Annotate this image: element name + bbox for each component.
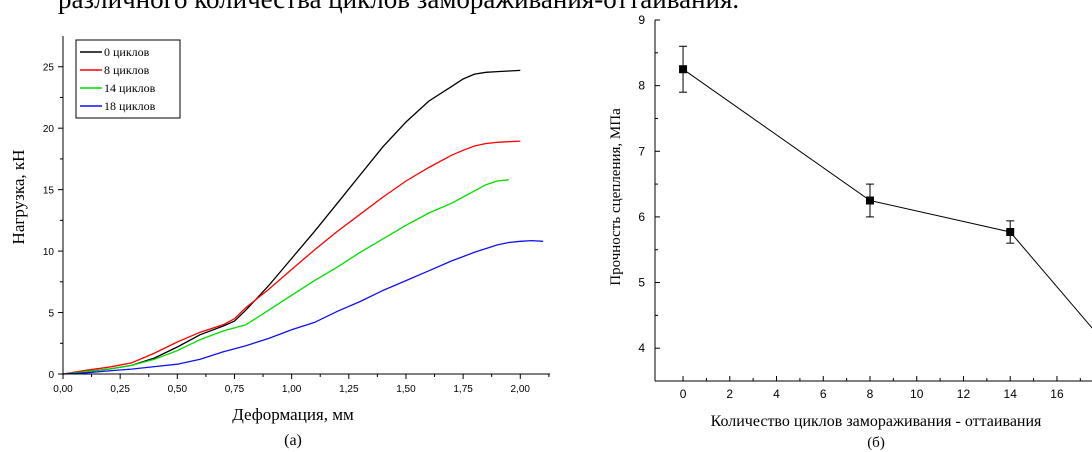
- series-line-1: [62, 140, 521, 375]
- x-tick-label: 0,00: [53, 384, 73, 395]
- chart-a-load-vs-deformation: Нагрузка, кН Деформация, мм (а) 0,00 0,25…: [9, 36, 550, 449]
- y-tick-label: 15: [43, 186, 55, 197]
- y-tick-label: 7: [638, 144, 645, 158]
- x-tick-label: 16: [1050, 387, 1064, 401]
- x-tick-label: 14: [1004, 387, 1018, 401]
- legend-label-1: 8 циклов: [104, 63, 150, 77]
- chart-a-legend: [75, 39, 181, 119]
- y-tick-label: 25: [43, 63, 55, 74]
- x-tick-label: 0: [680, 387, 687, 401]
- series-line-0: [682, 68, 1092, 329]
- chart-b-ylabel: Прочность сцепления, МПа: [608, 108, 624, 286]
- data-point: [1006, 228, 1015, 237]
- chart-a-caption: (а): [284, 432, 302, 449]
- y-tick-label: 10: [43, 247, 55, 258]
- legend-label-0: 0 циклов: [104, 45, 150, 59]
- chart-b-caption: (б): [867, 435, 885, 451]
- legend-label-3: 18 циклов: [104, 99, 156, 113]
- series-line-3: [62, 239, 544, 375]
- y-tick-label: 20: [43, 124, 55, 135]
- chart-a-xlabel: Деформация, мм: [232, 405, 354, 424]
- x-tick-label: 12: [957, 387, 971, 401]
- y-tick-label: 8: [638, 79, 645, 93]
- y-tick-label: 0: [48, 370, 54, 381]
- data-point: [679, 65, 688, 74]
- y-tick-label: 4: [638, 341, 645, 355]
- x-tick-label: 0,50: [168, 384, 188, 395]
- data-point: [865, 196, 874, 205]
- x-tick-label: 6: [820, 387, 827, 401]
- series-line-0: [62, 69, 521, 375]
- y-tick-label: 5: [48, 309, 54, 320]
- y-tick-label: 6: [638, 210, 645, 224]
- x-tick-label: 1,75: [453, 384, 473, 395]
- x-tick-label: 10: [910, 387, 924, 401]
- x-tick-label: 1,25: [339, 384, 359, 395]
- x-tick-label: 2: [726, 387, 733, 401]
- x-tick-label: 0,25: [110, 384, 130, 395]
- x-tick-label: 4: [773, 387, 780, 401]
- series-line-2: [62, 179, 509, 375]
- x-tick-label: 1,50: [396, 384, 416, 395]
- x-tick-label: 0,75: [225, 384, 245, 395]
- legend-label-2: 14 циклов: [104, 81, 156, 95]
- y-tick-label: 9: [638, 13, 645, 27]
- chart-b-xlabel: Количество циклов замораживания - оттаив…: [711, 413, 1042, 430]
- x-tick-label: 1,00: [282, 384, 302, 395]
- x-tick-label: 8: [867, 387, 874, 401]
- chart-a-ylabel: Нагрузка, кН: [9, 150, 28, 245]
- y-tick-label: 5: [638, 276, 645, 290]
- x-tick-label: 2,00: [511, 384, 531, 395]
- body-text-fragment: различного количества циклов замораживан…: [58, 0, 818, 20]
